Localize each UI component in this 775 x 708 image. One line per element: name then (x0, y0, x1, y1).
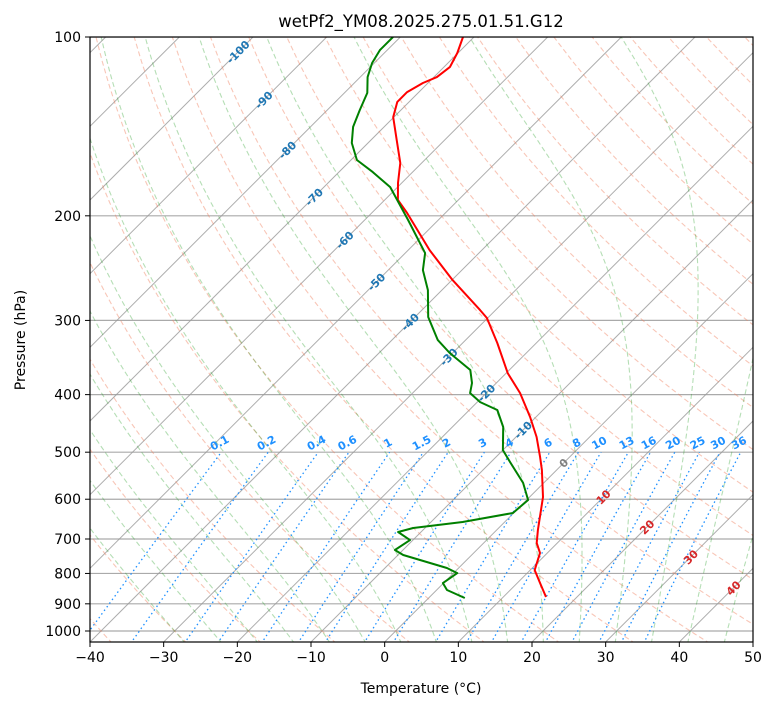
dry-adiabat-line (90, 358, 336, 642)
background-lines (90, 37, 753, 642)
y-tick-label: 900 (54, 597, 81, 613)
moist-adiabat-line (620, 37, 699, 642)
dry-adiabat-line (90, 261, 411, 642)
dry-adiabat-line (438, 37, 753, 367)
dry-adiabat-line (324, 37, 753, 493)
y-tick-label: 300 (54, 313, 81, 329)
mixing-ratio-line (571, 451, 676, 642)
moist-adiabat-line (90, 234, 366, 642)
y-axis: 100 200 300 400 500 600 700 800 900 1000 (45, 30, 90, 640)
x-tick-label: −30 (149, 650, 179, 666)
moist-adiabat-line (100, 37, 437, 642)
x-tick-label: 20 (523, 650, 541, 666)
mixing-ratio-label: 16 (639, 434, 659, 453)
plot-frame (89, 36, 754, 643)
mixing-ratio-line (261, 451, 391, 642)
x-tick-label: 50 (744, 650, 762, 666)
mixing-ratio-label: 30 (708, 434, 728, 453)
moist-adiabat-line (90, 373, 295, 642)
x-tick-label: −40 (75, 650, 105, 666)
isotherm-line (90, 37, 254, 201)
y-tick-label: 700 (54, 532, 81, 548)
dry-adiabat-line (515, 37, 753, 285)
isotherm-line (458, 346, 753, 642)
isotherm-line (237, 125, 753, 642)
temperature-trace (392, 37, 547, 598)
mixing-ratio-line (392, 451, 512, 642)
y-axis-label: Pressure (hPa) (13, 290, 29, 390)
x-axis-label: Temperature (°C) (360, 681, 482, 697)
mixing-ratio-line (297, 451, 424, 642)
y-tick-label: 400 (54, 388, 81, 404)
isotherm-line (90, 37, 475, 422)
dry-adiabat-line (90, 448, 261, 642)
y-tick-label: 500 (54, 445, 81, 461)
mixing-ratio-label: 13 (617, 434, 637, 453)
moist-adiabat-line (90, 309, 331, 642)
mixing-ratio-line (363, 451, 485, 642)
mixing-ratio-label: 36 (729, 434, 749, 453)
isotherm-line (310, 199, 753, 642)
mixing-ratio-line (184, 451, 319, 642)
moist-adiabat-line (198, 37, 509, 642)
dry-adiabat-line (248, 37, 753, 581)
moist-adiabat-line (144, 37, 473, 642)
dry-adiabat-line (133, 37, 635, 642)
mixing-ratio-label: 25 (688, 434, 708, 453)
dry-adiabat-line (90, 151, 485, 642)
isotherm-line (90, 37, 696, 642)
y-tick-label: 800 (54, 566, 81, 582)
x-tick-label: 0 (380, 650, 389, 666)
isotherm-line (163, 51, 753, 642)
moist-adiabat-line (353, 37, 583, 642)
y-tick-label: 1000 (45, 624, 81, 640)
mixing-ratio-label: 20 (663, 434, 683, 453)
moist-adiabat-line (687, 355, 753, 642)
x-tick-label: −20 (223, 650, 253, 666)
x-tick-label: 10 (449, 650, 467, 666)
mixing-ratio-line (435, 451, 551, 642)
y-tick-label: 600 (54, 492, 81, 508)
mixing-ratio-line (324, 451, 449, 642)
mixing-ratio-line (598, 451, 701, 642)
isotherm-line (90, 37, 328, 275)
isotherm-line (531, 420, 753, 642)
moist-adiabat-line (469, 37, 633, 642)
mixing-ratio-line (490, 451, 602, 642)
sounding-traces (350, 37, 547, 599)
dry-adiabat-line (90, 534, 187, 642)
isotherm-line (90, 37, 401, 349)
moist-adiabat-line (90, 428, 258, 642)
mixing-ratio-label: 10 (590, 434, 610, 453)
moist-adiabat-line (723, 532, 753, 642)
isotherm-line (605, 493, 753, 642)
moist-adiabat-line (90, 479, 222, 642)
isotherm-line (384, 272, 753, 642)
y-tick-label: 200 (54, 209, 81, 225)
isotherm-line (90, 37, 622, 570)
dry-adiabat-line (95, 37, 560, 642)
mixing-ratio-line (466, 451, 579, 642)
moist-adiabat-line (90, 136, 402, 642)
isotherm-line (90, 37, 549, 496)
dewpoint-trace (350, 37, 530, 599)
mixing-ratio-line (217, 451, 350, 642)
dry-adiabat-line (209, 37, 753, 625)
x-tick-label: −10 (296, 650, 326, 666)
x-tick-label: 30 (597, 650, 615, 666)
y-tick-label: 100 (54, 30, 81, 46)
chart-title: wetPf2_YM08.2025.275.01.51.G12 (278, 12, 563, 32)
x-axis: −40 −30 −20 −10 0 10 20 30 40 50 (75, 642, 762, 666)
dry-adiabat-line (400, 37, 753, 409)
dry-adiabat-line (171, 37, 709, 642)
x-tick-label: 40 (670, 650, 688, 666)
